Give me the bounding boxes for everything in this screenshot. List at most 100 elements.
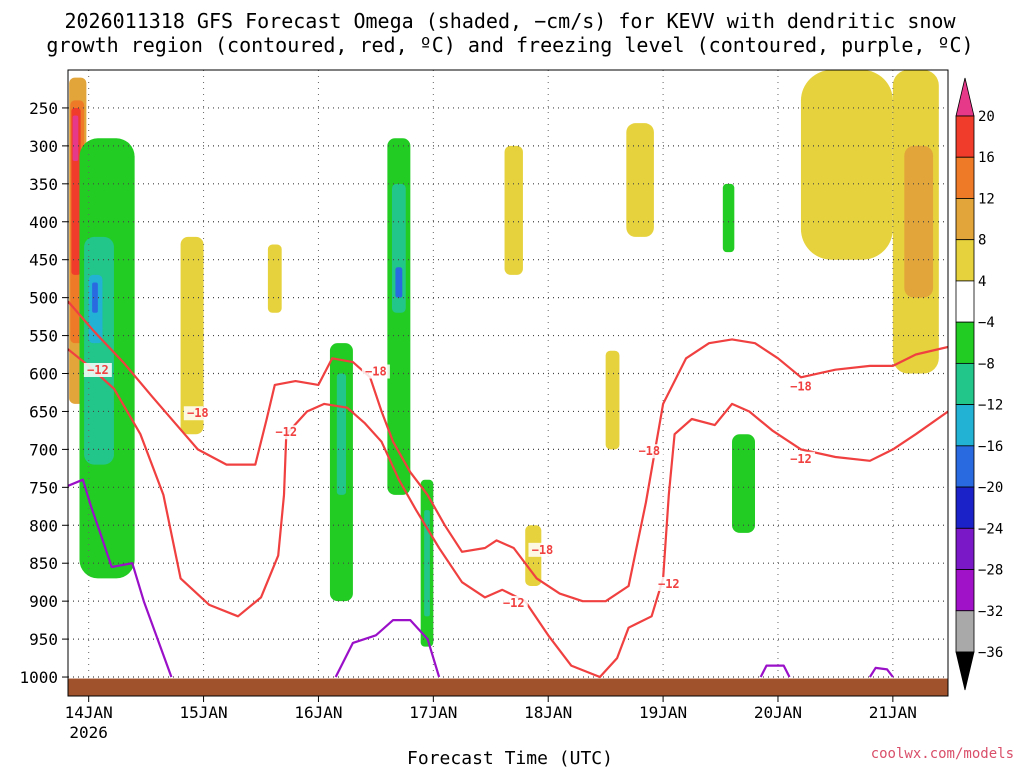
- colorbar-swatch-0: [955, 115, 975, 158]
- colorbar-label-10: −24: [978, 521, 1003, 537]
- colorbar-label-7: −12: [978, 398, 1003, 414]
- colorbar-swatch-9: [955, 486, 975, 529]
- omega-shaded-region-22: [732, 434, 755, 533]
- credit-text: coolwx.com/models: [871, 746, 1014, 762]
- x-tick-label-6: 20JAN: [754, 703, 802, 722]
- colorbar-swatch-11: [955, 569, 975, 612]
- y-tick-label-350: 350: [29, 175, 58, 194]
- omega-shaded-region-3: [72, 115, 79, 162]
- omega-shaded-region-11: [336, 373, 347, 495]
- omega-shading-layer: [69, 70, 939, 647]
- contour-label-0: −18: [183, 406, 212, 421]
- contour-label-bg-6: [635, 444, 664, 459]
- contour-label-6: −18: [635, 444, 664, 459]
- y-tick-label-700: 700: [29, 440, 58, 459]
- colorbar-swatch-1: [955, 156, 975, 199]
- contour-label-text-0: −18: [187, 406, 209, 420]
- contour-line-0: [68, 300, 948, 603]
- contour-label-3: −12: [83, 362, 112, 377]
- colorbar-label-1: 16: [978, 150, 995, 166]
- colorbar-label-13: −36: [978, 645, 1003, 661]
- contour-label-bg-2: [361, 364, 390, 379]
- contour-label-text-3: −12: [87, 363, 109, 377]
- colorbar-label-8: −16: [978, 439, 1003, 455]
- omega-shaded-region-9: [267, 244, 282, 313]
- contour-label-bg-3: [83, 362, 112, 377]
- colorbar-swatch-4: [955, 280, 975, 323]
- x-tick-label-7: 21JAN: [869, 703, 917, 722]
- colorbar-label-11: −28: [978, 563, 1003, 579]
- contour-label-text-5: −12: [503, 596, 525, 610]
- colorbar-swatch-5: [955, 321, 975, 364]
- plot-frame: [67, 69, 949, 697]
- y-tick-label-300: 300: [29, 137, 58, 156]
- y-tick-label-650: 650: [29, 402, 58, 421]
- y-tick-label-400: 400: [29, 213, 58, 232]
- colorbar-label-6: −8: [978, 356, 995, 372]
- contour-label-bg-8: [786, 379, 815, 394]
- contour-label-bg-5: [499, 595, 528, 610]
- colorbar-label-5: −4: [978, 315, 995, 331]
- terrain-strip: [68, 678, 948, 696]
- y-tick-label-1000: 1000: [19, 668, 58, 687]
- contour-label-bg-9: [786, 451, 815, 466]
- colorbar-swatch-7: [955, 404, 975, 447]
- contour-label-text-8: −18: [790, 380, 812, 394]
- contour-line-5: [868, 666, 894, 678]
- colorbar-swatch-8: [955, 445, 975, 488]
- colorbar: 20 16 12 8 4 −4 −8 −12 −16 −20 −24 −28 −32 −36: [955, 77, 1003, 691]
- omega-shaded-region-7: [92, 282, 98, 313]
- contour-label-bg-4: [528, 542, 557, 557]
- colorbar-swatch-6: [955, 362, 975, 406]
- omega-shaded-region-21: [722, 183, 735, 253]
- x-axis-label: Forecast Time (UTC): [407, 748, 613, 768]
- y-tick-label-450: 450: [29, 251, 58, 270]
- omega-shaded-region-23: [800, 70, 893, 260]
- contour-label-bg-0: [183, 406, 212, 421]
- x-tick-label-0: 14JAN: [65, 703, 113, 722]
- plot-area: −18 −12 −18 −12 −18 −12 −18 −12 −18 −12: [67, 69, 949, 697]
- omega-shaded-region-14: [395, 267, 403, 298]
- y-tick-label-550: 550: [29, 327, 58, 346]
- contour-label-1: −12: [272, 425, 301, 440]
- colorbar-swatch-12: [955, 610, 975, 653]
- y-tick-label-950: 950: [29, 630, 58, 649]
- y-tick-label-750: 750: [29, 478, 58, 497]
- colorbar-label-12: −32: [978, 604, 1003, 620]
- y-tick-label-900: 900: [29, 592, 58, 611]
- omega-shaded-region-16: [424, 510, 430, 617]
- contour-line-1: [68, 348, 948, 679]
- contour-label-text-4: −18: [532, 543, 554, 557]
- x-tick-label-2: 16JAN: [294, 703, 342, 722]
- omega-shaded-region-19: [626, 123, 654, 237]
- contour-label-bg-7: [654, 576, 683, 591]
- contour-label-7: −12: [654, 576, 683, 591]
- contour-label-2: −18: [361, 364, 390, 379]
- contour-line-2: [68, 478, 173, 678]
- chart-title-line-2: growth region (contoured, red, ºC) and f…: [46, 33, 973, 57]
- y-tick-label-600: 600: [29, 365, 58, 384]
- y-axis-ticks: 250 300 350 400 450 500 550 600 650 700 750 800 850 9…: [19, 99, 68, 687]
- colorbar-swatch-10: [955, 527, 975, 570]
- colorbar-bottom-arrow: [955, 651, 975, 691]
- y-tick-label-250: 250: [29, 99, 58, 118]
- terrain-ground: [68, 678, 948, 696]
- colorbar-swatch-3: [955, 239, 975, 282]
- contour-line-4: [759, 664, 791, 678]
- omega-shaded-region-17: [504, 145, 523, 275]
- x-tick-label-3: 17JAN: [409, 703, 457, 722]
- y-tick-label-500: 500: [29, 289, 58, 308]
- y-tick-label-850: 850: [29, 554, 58, 573]
- omega-shaded-region-8: [180, 236, 204, 435]
- colorbar-label-2: 12: [978, 191, 995, 207]
- contour-label-4: −18: [528, 542, 557, 557]
- contour-label-5: −12: [499, 595, 528, 610]
- colorbar-label-3: 8: [978, 233, 986, 249]
- contour-label-text-2: −18: [365, 365, 387, 379]
- x-tick-label-5: 19JAN: [639, 703, 687, 722]
- x-tick-sublabel-0: 2026: [69, 723, 108, 742]
- chart-title-line-1: 2026011318 GFS Forecast Omega (shaded, −…: [64, 9, 956, 33]
- contour-labels: −18 −12 −18 −12 −18 −12 −18 −12 −18 −12: [83, 362, 815, 610]
- contour-label-text-6: −18: [638, 444, 660, 458]
